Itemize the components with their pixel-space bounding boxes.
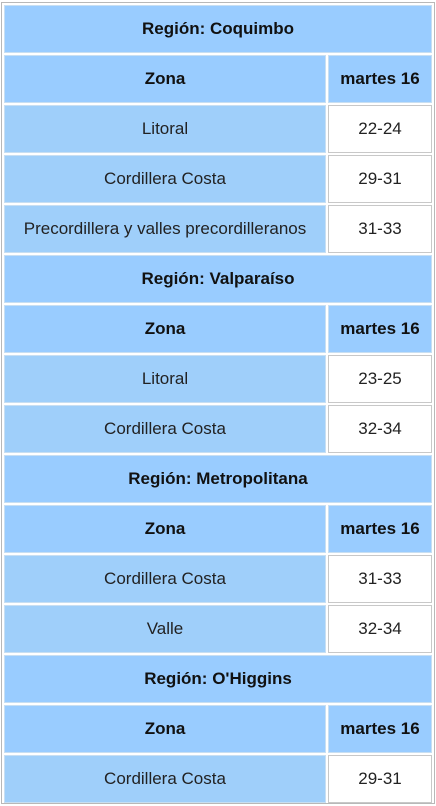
zone-cell: Valle: [4, 605, 326, 653]
data-row: Precordillera y valles precordilleranos 3…: [4, 205, 432, 253]
column-header: Zona: [4, 55, 326, 103]
data-row: Litoral 22-24: [4, 105, 432, 153]
data-row: Litoral 23-25: [4, 355, 432, 403]
data-row: Cordillera Costa 29-31: [4, 155, 432, 203]
region-row: Región: Valparaíso: [4, 255, 432, 303]
value-cell: 29-31: [328, 755, 432, 803]
column-header: martes 16: [328, 505, 432, 553]
value-cell: 22-24: [328, 105, 432, 153]
value-cell: 23-25: [328, 355, 432, 403]
region-row: Región: O'Higgins: [4, 655, 432, 703]
value-cell: 32-34: [328, 605, 432, 653]
region-title: Región: Metropolitana: [4, 455, 432, 503]
header-row: Zona martes 16: [4, 305, 432, 353]
column-header: Zona: [4, 505, 326, 553]
value-cell: 31-33: [328, 205, 432, 253]
region-row: Región: Coquimbo: [4, 5, 432, 53]
zone-cell: Litoral: [4, 105, 326, 153]
column-header: martes 16: [328, 705, 432, 753]
zone-cell: Cordillera Costa: [4, 155, 326, 203]
data-row: Cordillera Costa 32-34: [4, 405, 432, 453]
region-title: Región: Coquimbo: [4, 5, 432, 53]
header-row: Zona martes 16: [4, 505, 432, 553]
header-row: Zona martes 16: [4, 55, 432, 103]
value-cell: 32-34: [328, 405, 432, 453]
zone-cell: Cordillera Costa: [4, 755, 326, 803]
zone-cell: Cordillera Costa: [4, 555, 326, 603]
data-row: Cordillera Costa 31-33: [4, 555, 432, 603]
zone-cell: Precordillera y valles precordilleranos: [4, 205, 326, 253]
region-title: Región: O'Higgins: [4, 655, 432, 703]
data-row: Valle 32-34: [4, 605, 432, 653]
column-header: martes 16: [328, 55, 432, 103]
data-row: Cordillera Costa 29-31: [4, 755, 432, 803]
zone-cell: Cordillera Costa: [4, 405, 326, 453]
value-cell: 29-31: [328, 155, 432, 203]
region-title: Región: Valparaíso: [4, 255, 432, 303]
column-header: martes 16: [328, 305, 432, 353]
table-body: Región: Coquimbo Zona martes 16 Litoral 22-2…: [4, 5, 432, 803]
header-row: Zona martes 16: [4, 705, 432, 753]
column-header: Zona: [4, 305, 326, 353]
zone-cell: Litoral: [4, 355, 326, 403]
region-row: Región: Metropolitana: [4, 455, 432, 503]
column-header: Zona: [4, 705, 326, 753]
value-cell: 31-33: [328, 555, 432, 603]
forecast-table: Región: Coquimbo Zona martes 16 Litoral 22-2…: [2, 3, 434, 805]
